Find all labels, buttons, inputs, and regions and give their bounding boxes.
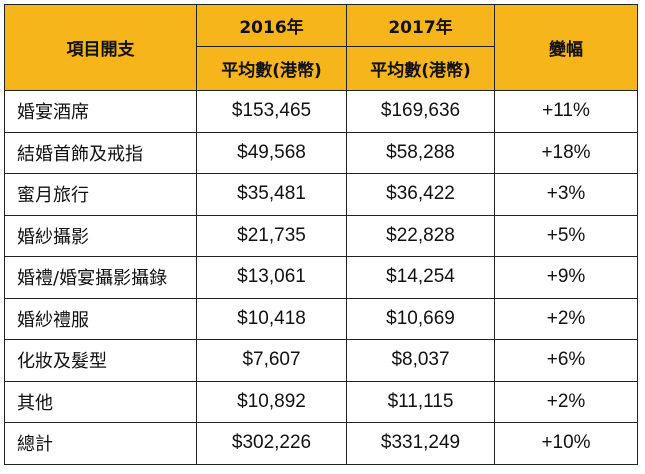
table-row: 其他 $10,892 $11,115 +2% <box>4 380 638 423</box>
value-2016-cell: $153,465 <box>196 90 347 133</box>
table-header: 項目開支 2016年 2017年 變幅 平均數(港幣) 平均數(港幣) <box>4 4 638 91</box>
header-avg-2016: 平均數(港幣) <box>196 46 347 91</box>
header-avg-2017: 平均數(港幣) <box>346 46 495 91</box>
table-body: 婚宴酒席 $153,465 $169,636 +11% 結婚首飾及戒指 $49,568 $5… <box>4 90 638 465</box>
value-2017-cell: $8,037 <box>346 339 495 382</box>
change-cell: +18% <box>494 131 638 174</box>
header-row-average: 平均數(港幣) 平均數(港幣) <box>5 46 638 91</box>
header-change: 變幅 <box>494 4 638 91</box>
header-year-2017: 2017年 <box>346 4 495 47</box>
value-2017-cell: $58,288 <box>346 131 495 174</box>
item-cell: 結婚首飾及戒指 <box>4 131 197 174</box>
change-cell: +3% <box>494 173 638 216</box>
item-cell: 婚紗攝影 <box>4 214 197 257</box>
table-row: 蜜月旅行 $35,481 $36,422 +3% <box>4 173 638 216</box>
value-2016-cell: $13,061 <box>196 256 347 299</box>
value-2017-cell: $169,636 <box>346 90 495 133</box>
change-cell: +10% <box>494 422 638 465</box>
table-row: 結婚首飾及戒指 $49,568 $58,288 +18% <box>4 131 638 174</box>
item-cell: 化妝及髮型 <box>4 339 197 382</box>
value-2016-cell: $302,226 <box>196 422 347 465</box>
value-2016-cell: $7,607 <box>196 339 347 382</box>
table-row: 婚宴酒席 $153,465 $169,636 +11% <box>4 90 638 133</box>
value-2016-cell: $21,735 <box>196 214 347 257</box>
value-2017-cell: $10,669 <box>346 297 495 340</box>
table-row: 總計 $302,226 $331,249 +10% <box>4 422 638 465</box>
value-2017-cell: $14,254 <box>346 256 495 299</box>
table-row: 婚禮/婚宴攝影攝錄 $13,061 $14,254 +9% <box>4 256 638 299</box>
expense-table-container: 項目開支 2016年 2017年 變幅 平均數(港幣) 平均數(港幣) 婚宴酒席… <box>4 4 638 466</box>
header-item: 項目開支 <box>4 4 197 91</box>
item-cell: 婚禮/婚宴攝影攝錄 <box>4 256 197 299</box>
value-2016-cell: $49,568 <box>196 131 347 174</box>
header-year-2016: 2016年 <box>196 4 347 47</box>
wedding-expense-table: 項目開支 2016年 2017年 變幅 平均數(港幣) 平均數(港幣) 婚宴酒席… <box>4 4 638 465</box>
change-cell: +2% <box>494 297 638 340</box>
value-2016-cell: $10,418 <box>196 297 347 340</box>
change-cell: +5% <box>494 214 638 257</box>
table-row: 婚紗攝影 $21,735 $22,828 +5% <box>4 214 638 257</box>
value-2017-cell: $22,828 <box>346 214 495 257</box>
item-cell: 婚紗禮服 <box>4 297 197 340</box>
item-cell: 其他 <box>4 380 197 423</box>
item-cell: 總計 <box>4 422 197 465</box>
table-row: 化妝及髮型 $7,607 $8,037 +6% <box>4 339 638 382</box>
table-row: 婚紗禮服 $10,418 $10,669 +2% <box>4 297 638 340</box>
change-cell: +11% <box>494 90 638 133</box>
header-row-years: 項目開支 2016年 2017年 變幅 <box>4 4 638 91</box>
value-2017-cell: $36,422 <box>346 173 495 216</box>
change-cell: +6% <box>494 339 638 382</box>
item-cell: 蜜月旅行 <box>4 173 197 216</box>
change-cell: +9% <box>494 256 638 299</box>
value-2016-cell: $10,892 <box>196 380 347 423</box>
item-cell: 婚宴酒席 <box>4 90 197 133</box>
value-2017-cell: $11,115 <box>346 380 495 423</box>
value-2017-cell: $331,249 <box>346 422 495 465</box>
change-cell: +2% <box>494 380 638 423</box>
value-2016-cell: $35,481 <box>196 173 347 216</box>
